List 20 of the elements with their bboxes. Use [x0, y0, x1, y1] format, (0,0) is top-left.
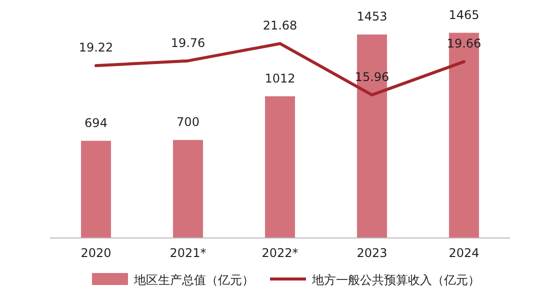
bar [449, 32, 479, 238]
bar [81, 140, 111, 238]
data-label: 19.22 [78, 40, 114, 55]
data-label: 1012 [264, 71, 296, 86]
data-label: 19.76 [170, 36, 206, 50]
data-label: 1453 [356, 9, 388, 24]
data-label: 21.68 [262, 18, 298, 33]
data-label: 700 [176, 114, 200, 129]
data-label: 694 [84, 116, 108, 130]
x-tick-label: 2024 [448, 246, 480, 260]
legend-label: 地方一般公共预算收入（亿元） [311, 273, 480, 287]
bar [173, 140, 203, 238]
x-tick-label: 2021* [170, 246, 206, 260]
data-label: 1465 [448, 8, 480, 22]
bar [357, 34, 387, 238]
x-tick-label: 2022* [262, 246, 298, 260]
legend-label: 地区生产总值（亿元） [133, 273, 254, 287]
x-tick-label: 2023 [356, 246, 388, 260]
bar [265, 96, 295, 238]
x-tick-label: 2020 [80, 246, 112, 260]
